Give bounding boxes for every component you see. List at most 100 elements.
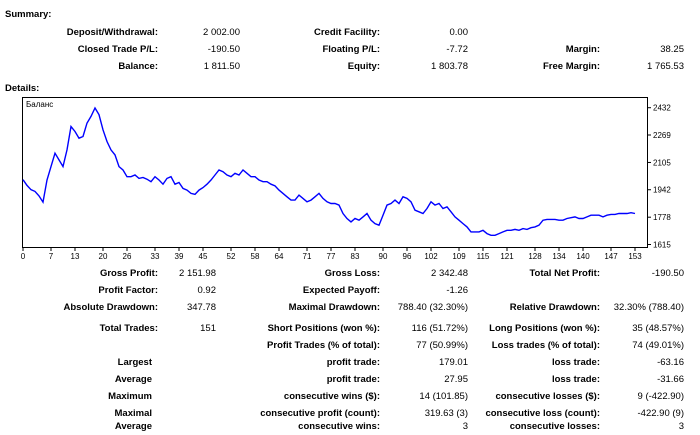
max-consecutive-losses-value: 9 (-422.90) xyxy=(637,391,684,402)
y-tick-label: 2269 xyxy=(653,131,671,140)
avg-consecutive-wins-label: consecutive wins: xyxy=(298,421,380,432)
absolute-drawdown-value: 347.78 xyxy=(186,302,216,313)
x-tick-label: 83 xyxy=(351,252,360,261)
x-tick-label: 153 xyxy=(628,252,642,261)
closed-pl-label: Closed Trade P/L: xyxy=(77,44,158,55)
margin-value: 38.25 xyxy=(660,44,684,55)
x-tick-label: 121 xyxy=(500,252,514,261)
gross-loss-value: 2 342.48 xyxy=(431,268,468,279)
balance-label: Balance: xyxy=(118,61,158,72)
deposit-value: 2 002.00 xyxy=(203,27,240,38)
largest-loss-label: loss trade: xyxy=(551,357,600,368)
equity-label: Equity: xyxy=(347,61,380,72)
relative-drawdown-value: 32.30% (788.40) xyxy=(613,302,684,313)
total-trades-value: 151 xyxy=(200,323,216,334)
floating-pl-value: -7.72 xyxy=(446,44,468,55)
total-net-profit-value: -190.50 xyxy=(651,268,684,279)
largest-loss-value: -63.16 xyxy=(657,357,684,368)
y-tick-label: 1942 xyxy=(653,186,671,195)
x-tick-label: 13 xyxy=(71,252,80,261)
balance-value: 1 811.50 xyxy=(203,61,240,72)
x-tick-label: 52 xyxy=(227,252,236,261)
short-positions-value: 116 (51.72%) xyxy=(411,323,468,334)
x-tick-label: 115 xyxy=(477,252,490,261)
y-tick-label: 2105 xyxy=(653,158,671,167)
largest-profit-value: 179.01 xyxy=(438,357,468,368)
average-loss-label: loss trade: xyxy=(551,374,600,385)
max-consecutive-losses-label: consecutive losses ($): xyxy=(495,391,600,402)
series-name-label: Баланс xyxy=(26,100,53,109)
margin-label: Margin: xyxy=(565,44,600,55)
floating-pl-label: Floating P/L: xyxy=(322,44,380,55)
avg-consecutive-losses-value: 3 xyxy=(678,421,684,432)
largest-profit-label: profit trade: xyxy=(326,357,380,368)
average-profit-value: 27.95 xyxy=(444,374,468,385)
short-positions-label: Short Positions (won %): xyxy=(267,323,380,334)
average-profit-label: profit trade: xyxy=(326,374,380,385)
x-tick-label: 128 xyxy=(528,252,542,261)
profit-trades-value: 77 (50.99%) xyxy=(416,340,468,351)
x-tick-label: 90 xyxy=(379,252,388,261)
profit-trades-label: Profit Trades (% of total): xyxy=(267,340,380,351)
x-tick-label: 58 xyxy=(251,252,260,261)
x-tick-label: 7 xyxy=(49,252,54,261)
credit-value: 0.00 xyxy=(449,27,469,38)
max-consecutive-wins-value: 14 (101.85) xyxy=(419,391,468,402)
expected-payoff-value: -1.26 xyxy=(446,285,468,296)
maximal-consecutive-loss-label: consecutive loss (count): xyxy=(485,408,600,419)
x-tick-label: 109 xyxy=(452,252,466,261)
deposit-label: Deposit/Withdrawal: xyxy=(66,27,158,38)
gross-profit-value: 2 151.98 xyxy=(179,268,216,279)
long-positions-value: 35 (48.57%) xyxy=(632,323,684,334)
x-tick-label: 0 xyxy=(21,252,26,261)
balance-series-line xyxy=(22,106,636,236)
maximal-consecutive-profit-value: 319.63 (3) xyxy=(424,408,468,419)
maximal-consecutive-loss-value: -422.90 (9) xyxy=(637,408,684,419)
x-tick-label: 71 xyxy=(303,252,312,261)
max-consecutive-wins-label: consecutive wins ($): xyxy=(283,391,380,402)
x-tick-label: 147 xyxy=(604,252,618,261)
equity-value: 1 803.78 xyxy=(431,61,468,72)
maximal-drawdown-label: Maximal Drawdown: xyxy=(288,302,380,313)
x-tick-label: 140 xyxy=(576,252,590,261)
long-positions-label: Long Positions (won %): xyxy=(489,323,600,334)
x-tick-label: 33 xyxy=(151,252,160,261)
y-tick-label: 2432 xyxy=(653,104,671,113)
summary-title: Summary: xyxy=(5,9,52,20)
y-tick-label: 1615 xyxy=(653,240,671,249)
closed-pl-value: -190.50 xyxy=(207,44,240,55)
x-tick-label: 45 xyxy=(199,252,208,261)
maximum-label: Maximum xyxy=(108,391,152,402)
maximal-consecutive-profit-label: consecutive profit (count): xyxy=(260,408,380,419)
loss-trades-label: Loss trades (% of total): xyxy=(491,340,600,351)
x-tick-label: 64 xyxy=(275,252,284,261)
credit-label: Credit Facility: xyxy=(314,27,380,38)
x-tick-label: 134 xyxy=(552,252,566,261)
x-tick-label: 102 xyxy=(424,252,438,261)
average2-label: Average xyxy=(114,421,152,432)
relative-drawdown-label: Relative Drawdown: xyxy=(509,302,600,313)
free-margin-value: 1 765.53 xyxy=(647,61,684,72)
total-trades-label: Total Trades: xyxy=(99,323,158,334)
average-loss-value: -31.66 xyxy=(657,374,684,385)
balance-chart xyxy=(22,97,648,248)
maximal-drawdown-value: 788.40 (32.30%) xyxy=(397,302,468,313)
absolute-drawdown-label: Absolute Drawdown: xyxy=(63,302,158,313)
x-tick-label: 77 xyxy=(327,252,336,261)
avg-consecutive-losses-label: consecutive losses: xyxy=(509,421,600,432)
gross-profit-label: Gross Profit: xyxy=(99,268,158,279)
x-tick-label: 26 xyxy=(123,252,132,261)
avg-consecutive-wins-value: 3 xyxy=(462,421,468,432)
total-net-profit-label: Total Net Profit: xyxy=(529,268,600,279)
balance-chart-svg: Баланс 2432 2269 2105 1942 1778 1615 0 7 13 20 26 33… xyxy=(21,100,672,261)
loss-trades-value: 74 (49.01%) xyxy=(632,340,684,351)
y-tick-label: 1778 xyxy=(653,213,671,222)
free-margin-label: Free Margin: xyxy=(542,61,600,72)
x-tick-label: 96 xyxy=(403,252,412,261)
average-label: Average xyxy=(114,374,152,385)
profit-factor-value: 0.92 xyxy=(197,285,217,296)
x-tick-label: 20 xyxy=(99,252,108,261)
x-tick-label: 39 xyxy=(175,252,184,261)
gross-loss-label: Gross Loss: xyxy=(324,268,380,279)
largest-label: Largest xyxy=(117,357,152,368)
